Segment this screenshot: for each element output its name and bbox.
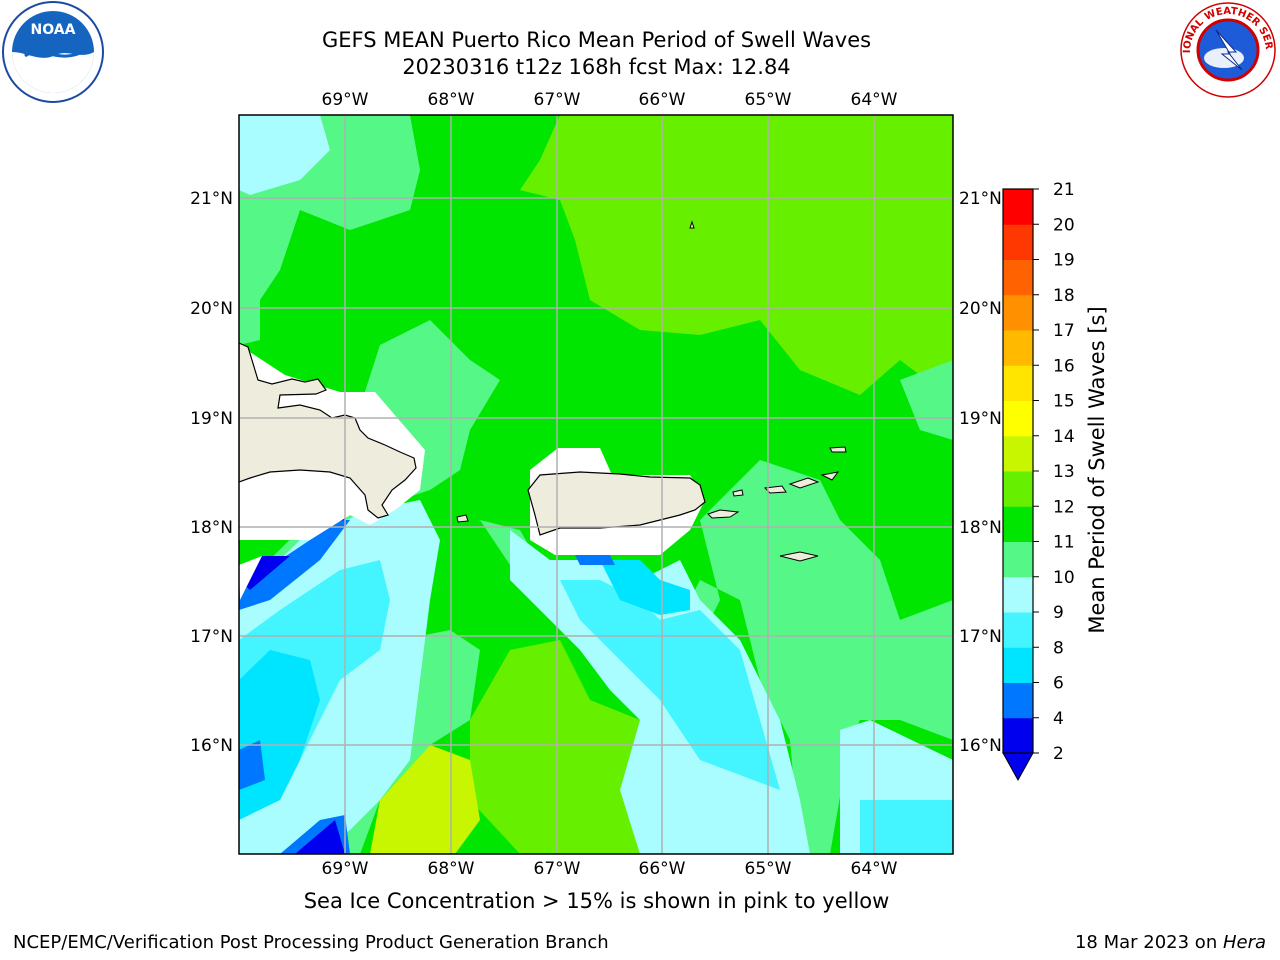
lat-label: 20°N: [959, 299, 1002, 319]
lat-label: 21°N: [959, 189, 1002, 209]
lat-label: 19°N: [190, 409, 233, 429]
colorbar-cell: [1003, 576, 1033, 613]
lon-labels-top: 69°W 68°W 67°W 66°W 65°W 64°W: [322, 90, 898, 110]
colorbar-tick-label: 11: [1053, 533, 1075, 553]
lon-label: 68°W: [428, 90, 475, 110]
colorbar-cell: [1003, 259, 1033, 296]
colorbar-title: Mean Period of Swell Waves [s]: [1085, 306, 1109, 634]
footer-credit: NCEP/EMC/Verification Post Processing Pr…: [13, 932, 609, 953]
lat-label: 17°N: [190, 627, 233, 647]
colorbar-cell: [1003, 647, 1033, 683]
colorbar-tick-label: 12: [1053, 497, 1075, 517]
lat-label: 17°N: [959, 627, 1002, 647]
lat-label: 18°N: [190, 518, 233, 538]
colorbar-tick-label: 2: [1053, 744, 1064, 764]
colorbar-tick-label: 10: [1053, 568, 1075, 588]
noaa-logo: NOAA: [2, 1, 104, 103]
lat-label: 16°N: [190, 736, 233, 756]
noaa-logo-text: NOAA: [31, 22, 76, 38]
map-frame: [238, 114, 954, 855]
lon-label: 66°W: [639, 90, 686, 110]
sea-ice-note: Sea Ice Concentration > 15% is shown in …: [303, 889, 890, 913]
colorbar-tick-label: 19: [1053, 251, 1075, 271]
colorbar-cell: [1003, 435, 1033, 472]
contour-field: [239, 115, 953, 854]
lon-label: 64°W: [851, 859, 898, 879]
lat-label: 21°N: [190, 189, 233, 209]
colorbar-tick-label: 14: [1053, 427, 1075, 447]
lon-label: 64°W: [851, 90, 898, 110]
map-title: GEFS MEAN Puerto Rico Mean Period of Swe…: [321, 28, 872, 52]
colorbar-tick-label: 13: [1053, 462, 1075, 482]
colorbar-tick-label: 8: [1053, 638, 1064, 658]
colorbar-cell: [1003, 224, 1033, 260]
lat-label: 20°N: [190, 299, 233, 319]
footer-date-text: 18 Mar 2023 on: [1074, 932, 1223, 953]
colorbar-cell: [1003, 471, 1033, 507]
colorbar-tick-label: 15: [1053, 392, 1075, 412]
colorbar-tick-label: 17: [1053, 321, 1075, 341]
lon-label: 69°W: [322, 859, 369, 879]
colorbar-cell: [1003, 294, 1033, 331]
lon-labels-bottom: 69°W 68°W 67°W 66°W 65°W 64°W: [322, 859, 898, 879]
colorbar-tick-label: 9: [1053, 603, 1064, 623]
nws-logo: NATIONAL WEATHER SERVICE: [1176, 0, 1276, 98]
colorbar-tick-label: 16: [1053, 356, 1075, 376]
colorbar-tick-label: 4: [1053, 709, 1064, 729]
colorbar-tick-label: 6: [1053, 674, 1064, 694]
colorbar-cell: [1003, 189, 1033, 225]
lon-label: 69°W: [322, 90, 369, 110]
colorbar-cell: [1003, 717, 1033, 754]
colorbar-tick-label: 21: [1053, 180, 1075, 200]
colorbar-cell: [1003, 400, 1033, 437]
lat-labels-left: 21°N 20°N 19°N 18°N 17°N 16°N: [190, 189, 233, 756]
colorbar-tick-label: 18: [1053, 286, 1075, 306]
colorbar-cell: [1003, 365, 1033, 401]
lon-label: 66°W: [639, 859, 686, 879]
colorbar-cell: [1003, 612, 1033, 648]
graticule: [239, 115, 953, 854]
lat-label: 19°N: [959, 409, 1002, 429]
colorbar-cell: [1003, 541, 1033, 578]
colorbar: 21 20 19 18 17 16 15 14 13 12 11 10 9 8 6 4 2: [1002, 180, 1075, 782]
lat-label: 16°N: [959, 736, 1002, 756]
lon-label: 67°W: [534, 859, 581, 879]
lat-labels-right: 21°N 20°N 19°N 18°N 17°N 16°N: [959, 189, 1002, 756]
colorbar-cell: [1003, 330, 1033, 366]
colorbar-cell: [1003, 682, 1033, 719]
lon-label: 67°W: [534, 90, 581, 110]
colorbar-tick-label: 20: [1053, 215, 1075, 235]
lat-label: 18°N: [959, 518, 1002, 538]
lon-label: 65°W: [745, 859, 792, 879]
footer-machine: Hera: [1222, 932, 1266, 953]
footer-date: 18 Mar 2023 on Hera: [1075, 932, 1266, 953]
colorbar-cell: [1003, 506, 1033, 542]
map-subtitle: 20230316 t12z 168h fcst Max: 12.84: [402, 55, 791, 79]
lon-label: 68°W: [428, 859, 475, 879]
lon-label: 65°W: [745, 90, 792, 110]
